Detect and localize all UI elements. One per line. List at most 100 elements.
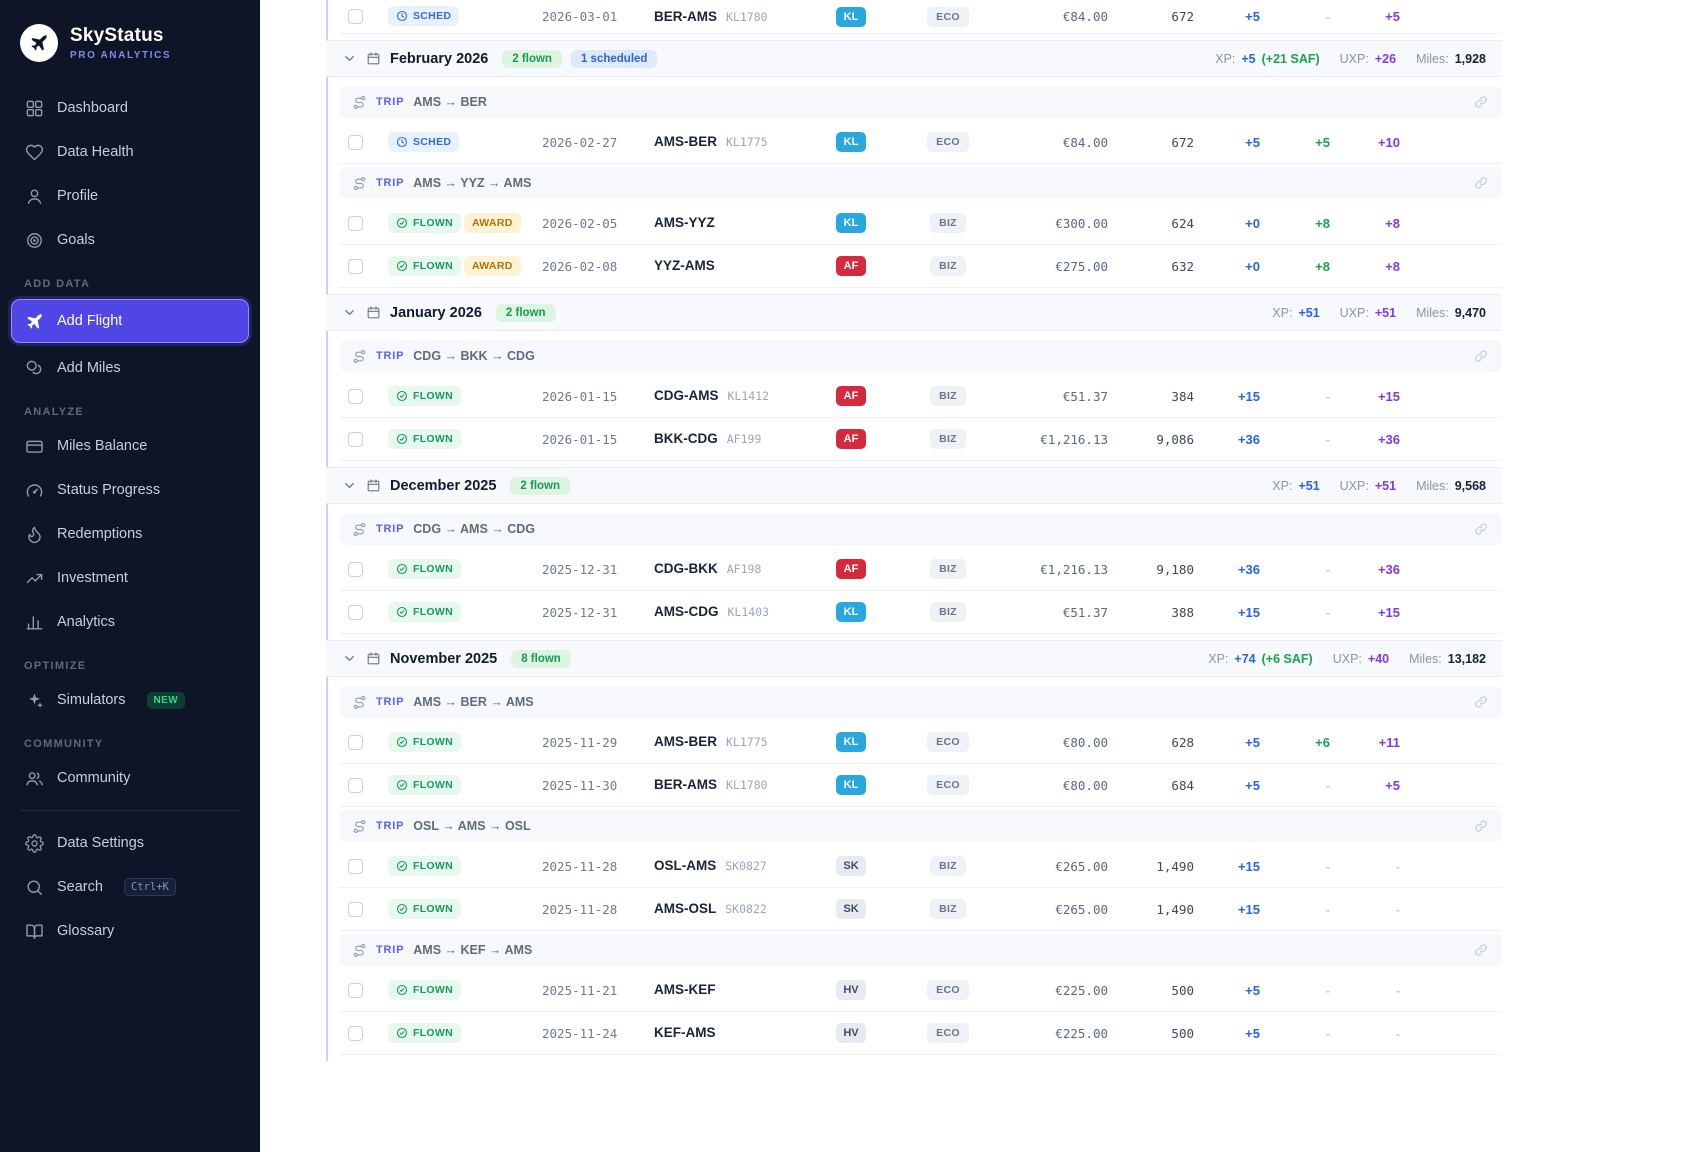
calendar-icon	[366, 651, 381, 666]
month-miles: 9,568	[1454, 478, 1486, 493]
status-badge: SCHED	[388, 131, 460, 152]
cabin-badge: ECO	[927, 132, 969, 152]
row-checkbox[interactable]	[348, 901, 363, 917]
flight-price: €265.00	[1055, 858, 1108, 874]
month-stats: XP: +51 UXP: +51 Miles: 9,470	[1272, 305, 1486, 320]
saf-delta: -	[1325, 777, 1330, 793]
flight-row: FLOWN 2025-11-28 AMS-OSL SK0822 SK BIZ €2…	[340, 888, 1502, 931]
sidebar-item-search[interactable]: Search Ctrl+K	[0, 865, 260, 909]
route-icon	[352, 819, 367, 834]
sidebar-item-redemptions[interactable]: Redemptions	[0, 512, 260, 556]
saf-delta: -	[1325, 982, 1330, 998]
row-checkbox[interactable]	[348, 1025, 363, 1041]
link-icon[interactable]	[1474, 943, 1488, 957]
route-icon	[352, 349, 367, 364]
sidebar-item-profile[interactable]: Profile	[0, 174, 260, 218]
row-checkbox[interactable]	[348, 858, 363, 874]
flight-distance: 500	[1171, 982, 1194, 998]
flight-distance: 1,490	[1156, 901, 1194, 917]
sidebar-item-glossary[interactable]: Glossary	[0, 909, 260, 953]
saf-delta: +8	[1315, 215, 1330, 231]
flight-distance: 9,180	[1156, 561, 1194, 577]
sidebar-item-investment[interactable]: Investment	[0, 556, 260, 600]
saf-delta: -	[1325, 858, 1330, 874]
xp-delta: +5	[1245, 1025, 1260, 1041]
flight-table: SCHED 2026-03-01 BER-AMS KL1780 KL ECO €8…	[326, 0, 1502, 1061]
flight-date: 2025-11-21	[542, 982, 618, 998]
sidebar-item-status-progress[interactable]: Status Progress	[0, 468, 260, 512]
sidebar-item-add-miles[interactable]: Add Miles	[0, 346, 260, 390]
flight-distance: 1,490	[1156, 858, 1194, 874]
calendar-icon	[366, 478, 381, 493]
row-checkbox[interactable]	[348, 561, 363, 577]
link-icon[interactable]	[1474, 819, 1488, 833]
user-icon	[24, 186, 44, 206]
sidebar-divider	[20, 810, 240, 811]
flight-date: 2025-12-31	[542, 604, 618, 620]
link-icon[interactable]	[1474, 176, 1488, 190]
flight-row: FLOWN AWARD 2026-02-05 AMS-YYZ KL BIZ €3…	[340, 202, 1502, 245]
flight-date: 2026-01-15	[542, 431, 618, 447]
flight-date: 2025-11-30	[542, 777, 618, 793]
sidebar-item-label: Add Flight	[57, 313, 123, 329]
flight-route: AMS-KEF	[654, 982, 716, 997]
trip-route: CDG → AMS → CDG	[413, 522, 536, 536]
trip-row: TRIP AMS → BER	[340, 86, 1502, 118]
sidebar-item-add-flight[interactable]: Add Flight	[11, 299, 249, 343]
chevron-down-icon[interactable]	[342, 478, 357, 493]
sidebar-item-label: Miles Balance	[57, 438, 148, 454]
flight-distance: 500	[1171, 1025, 1194, 1041]
flight-price: €84.00	[1062, 134, 1108, 150]
row-checkbox[interactable]	[348, 9, 363, 24]
row-checkbox[interactable]	[348, 258, 363, 274]
flight-number: SK0822	[725, 902, 767, 916]
row-checkbox[interactable]	[348, 734, 363, 750]
row-checkbox[interactable]	[348, 388, 363, 404]
trip-row: TRIP CDG → BKK → CDG	[340, 340, 1502, 372]
sidebar-item-data-settings[interactable]: Data Settings	[0, 821, 260, 865]
flight-row: FLOWN 2025-11-24 KEF-AMS HV ECO €225.00 …	[340, 1012, 1502, 1055]
saf-delta: -	[1325, 9, 1330, 24]
month-stats: XP: +74 (+6 SAF) UXP: +40 Miles: 13,182	[1208, 651, 1486, 666]
calendar-icon	[366, 305, 381, 320]
row-checkbox[interactable]	[348, 604, 363, 620]
airline-badge: KL	[836, 602, 866, 622]
chevron-down-icon[interactable]	[342, 51, 357, 66]
sidebar-item-label: Data Health	[57, 144, 134, 160]
flight-date: 2026-02-05	[542, 215, 618, 231]
sidebar-item-miles-balance[interactable]: Miles Balance	[0, 424, 260, 468]
link-icon[interactable]	[1474, 522, 1488, 536]
flight-row: FLOWN 2025-12-31 CDG-BKK AF198 AF BIZ €1,…	[340, 548, 1502, 591]
airline-badge: KL	[836, 732, 866, 752]
sidebar-item-goals[interactable]: Goals	[0, 218, 260, 262]
link-icon[interactable]	[1474, 695, 1488, 709]
sidebar-item-dashboard[interactable]: Dashboard	[0, 86, 260, 130]
saf-delta: -	[1325, 388, 1330, 404]
brand: SkyStatus PRO ANALYTICS	[0, 0, 260, 80]
section-label-optimize: OPTIMIZE	[24, 660, 87, 672]
cabin-badge: BIZ	[930, 213, 966, 233]
chevron-down-icon[interactable]	[342, 651, 357, 666]
row-checkbox[interactable]	[348, 982, 363, 998]
sidebar-item-community[interactable]: Community	[0, 756, 260, 800]
saf-delta: -	[1325, 1025, 1330, 1041]
row-checkbox[interactable]	[348, 431, 363, 447]
row-checkbox[interactable]	[348, 134, 363, 150]
sidebar-item-analytics[interactable]: Analytics	[0, 600, 260, 644]
month-title: November 2025	[390, 650, 498, 667]
row-checkbox[interactable]	[348, 777, 363, 793]
sidebar-item-label: Glossary	[57, 923, 115, 939]
link-icon[interactable]	[1474, 95, 1488, 109]
link-icon[interactable]	[1474, 349, 1488, 363]
sidebar-item-label: Search	[57, 879, 103, 895]
chevron-down-icon[interactable]	[342, 305, 357, 320]
trip-route: CDG → BKK → CDG	[413, 349, 535, 363]
uxp-delta: -	[1395, 1025, 1400, 1041]
status-badge: FLOWN	[388, 385, 461, 406]
sidebar-item-simulators[interactable]: Simulators NEW	[0, 678, 260, 722]
month-stats: XP: +51 UXP: +51 Miles: 9,568	[1272, 478, 1486, 493]
sidebar-item-data-health[interactable]: Data Health	[0, 130, 260, 174]
row-checkbox[interactable]	[348, 215, 363, 231]
status-badge: FLOWN	[388, 601, 461, 622]
flown-count-badge: 2 flown	[495, 303, 556, 322]
